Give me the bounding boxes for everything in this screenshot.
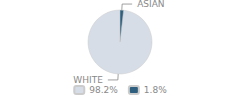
svg-text:ASIAN: ASIAN <box>137 0 164 9</box>
svg-text:1.8%: 1.8% <box>144 85 167 95</box>
svg-text:98.2%: 98.2% <box>89 85 118 95</box>
svg-text:WHITE: WHITE <box>73 75 103 85</box>
